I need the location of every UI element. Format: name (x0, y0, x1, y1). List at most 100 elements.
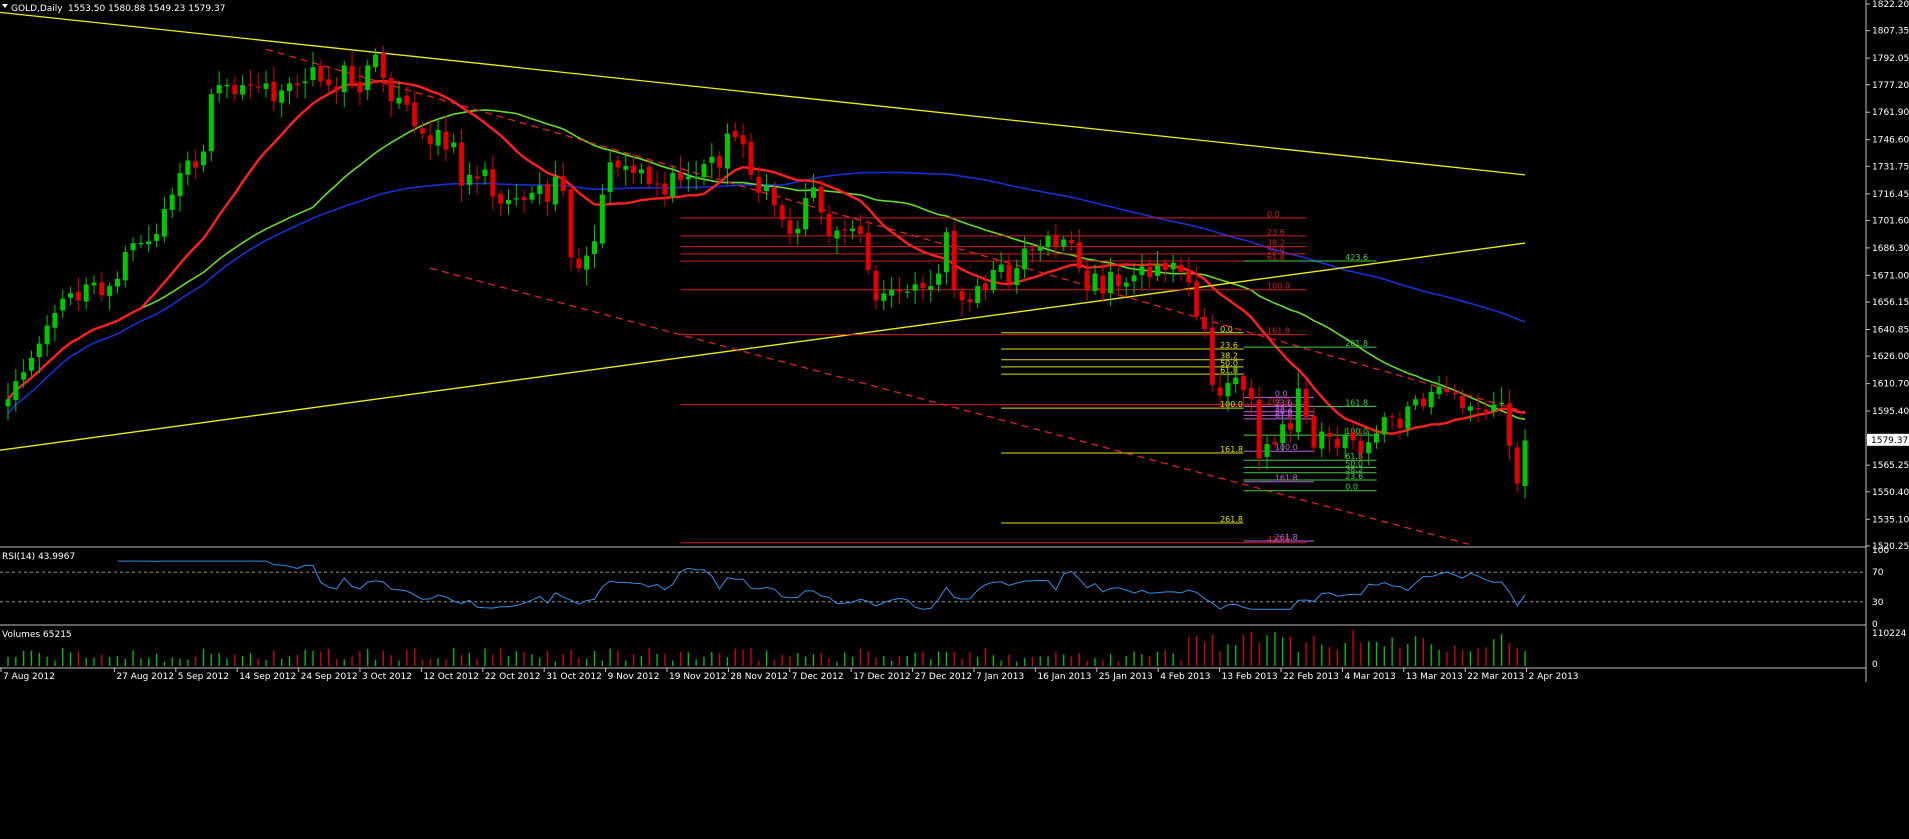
candle-bear (576, 258, 582, 269)
fib-purple-level-label: 100.0 (1275, 443, 1298, 452)
candle-bear (1084, 270, 1090, 290)
candle-bull (1413, 399, 1419, 406)
candle-bull (1037, 246, 1043, 251)
candle-bull (1295, 388, 1301, 433)
candle-bull (850, 228, 856, 232)
candle-bear (380, 53, 386, 78)
candle-bull (1014, 268, 1020, 286)
collapse-arrow-icon[interactable] (2, 4, 8, 8)
volume-tick-label: 0 (1872, 660, 1878, 670)
fib-yellow-level-label: 23.6 (1220, 341, 1238, 350)
candle-bull (803, 198, 809, 230)
candle-bull (1522, 440, 1528, 487)
candle-bull (943, 232, 949, 273)
candle-bear (1287, 423, 1293, 430)
fib-purple-level-label: 161.8 (1275, 474, 1298, 483)
candle-bull (161, 208, 167, 237)
fib-red-level-label: 423.6 (1267, 535, 1290, 544)
candle-bear (1334, 438, 1340, 448)
candle-bull (724, 133, 730, 169)
candle-bull (279, 90, 285, 103)
candle-bear (1217, 387, 1223, 396)
fib-purple-level-label: 23.6 (1275, 398, 1293, 407)
rsi-tick-label: 30 (1872, 598, 1884, 608)
candle-bear (1483, 409, 1489, 412)
rsi-tick-label: 100 (1872, 546, 1889, 556)
candle-bull (138, 243, 144, 245)
ma-mid-line (7, 109, 1526, 420)
candle-bear (646, 166, 652, 184)
time-tick-label: 7 Aug 2012 (3, 672, 55, 682)
candle-bull (998, 264, 1004, 273)
candle-bull (310, 67, 316, 81)
time-tick-label: 13 Mar 2013 (1406, 672, 1463, 682)
candle-bear (1350, 432, 1356, 441)
candle-bear (654, 183, 660, 185)
candle-bear (1069, 239, 1075, 244)
candle-bear (1076, 242, 1082, 269)
fib-yellow-level-label: 61.8 (1220, 366, 1238, 375)
candle-bear (1209, 327, 1215, 385)
price-tick-label: 1656.15 (1872, 298, 1909, 308)
candle-bear (920, 282, 926, 288)
candle-bull (701, 164, 707, 178)
candle-bull (482, 169, 488, 176)
price-tick-label: 1822.20 (1872, 0, 1909, 10)
candle-bull (810, 187, 816, 198)
candle-bull (928, 286, 934, 290)
candle-bear (896, 290, 902, 292)
candle-bull (505, 199, 511, 204)
candle-bear (1115, 274, 1121, 287)
rsi-line (117, 560, 1526, 610)
price-tick-label: 1640.85 (1872, 325, 1909, 335)
candle-bull (154, 234, 160, 241)
candle-bull (216, 85, 222, 94)
fib-purple-level-label: 38.2 (1275, 404, 1293, 413)
candle-bear (1053, 234, 1059, 247)
candle-bull (114, 278, 120, 287)
price-tick-label: 1595.40 (1872, 407, 1909, 417)
candle-bull (107, 286, 113, 296)
candle-bear (255, 86, 261, 88)
candle-bull (638, 169, 644, 174)
candle-bear (748, 141, 754, 175)
candle-bull (537, 185, 543, 194)
candle-bull (552, 176, 558, 205)
candle-bull (36, 343, 42, 358)
candle-bear (427, 135, 433, 145)
candle-bull (396, 97, 402, 104)
candle-bull (91, 282, 97, 286)
fib-yellow-level-label: 100.0 (1220, 400, 1243, 409)
candle-bull (52, 313, 58, 328)
candle-bull (451, 142, 457, 148)
candle-bear (1506, 403, 1512, 446)
fib-green-level-label: 100.0 (1345, 427, 1368, 436)
candle-bull (13, 381, 19, 401)
candle-bull (177, 173, 183, 197)
fib-red-level-label: 23.6 (1267, 228, 1285, 237)
long-term-support-trendline (0, 242, 1526, 451)
price-tick-label: 1777.20 (1872, 81, 1909, 91)
candle-bull (693, 176, 699, 179)
candle-bear (678, 171, 684, 181)
candle-bear (826, 213, 832, 236)
candle-bear (459, 142, 465, 186)
candle-bull (240, 85, 246, 95)
candle-bull (287, 83, 293, 92)
candle-bull (341, 65, 347, 93)
candle-bull (592, 241, 597, 255)
time-tick-label: 4 Mar 2013 (1344, 672, 1395, 682)
candle-bull (185, 160, 191, 175)
candle-bear (326, 79, 332, 86)
candle-bear (1201, 316, 1207, 330)
candle-bear (1452, 393, 1458, 395)
candle-bull (224, 85, 230, 87)
downtrend-channel-upper (265, 48, 1526, 413)
price-tick-label: 1520.25 (1872, 542, 1909, 552)
candle-bear (967, 299, 973, 303)
candle-bear (662, 183, 668, 195)
time-tick-label: 22 Feb 2013 (1283, 672, 1339, 682)
current-price-box (1867, 433, 1909, 446)
price-tick-label: 1761.90 (1872, 108, 1909, 118)
